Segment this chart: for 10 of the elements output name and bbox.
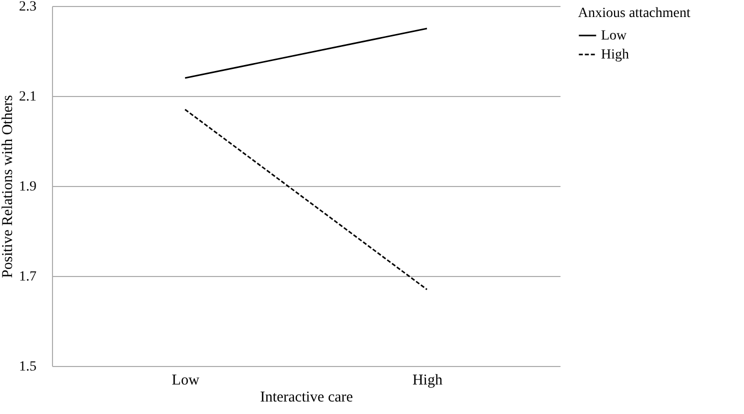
y-tick-label: 2.3 bbox=[19, 0, 36, 14]
legend-title: Anxious attachment bbox=[578, 6, 690, 21]
x-axis-title: Interactive care bbox=[260, 390, 354, 406]
y-tick-label: 1.5 bbox=[19, 360, 36, 374]
legend-label: High bbox=[601, 48, 629, 62]
y-tick-label: 2.1 bbox=[19, 90, 36, 104]
y-tick-label: 1.9 bbox=[19, 180, 36, 194]
legend-label: Low bbox=[601, 28, 628, 44]
y-axis-title: Positive Relations with Others bbox=[0, 94, 16, 278]
y-tick-label: 1.7 bbox=[19, 270, 36, 284]
